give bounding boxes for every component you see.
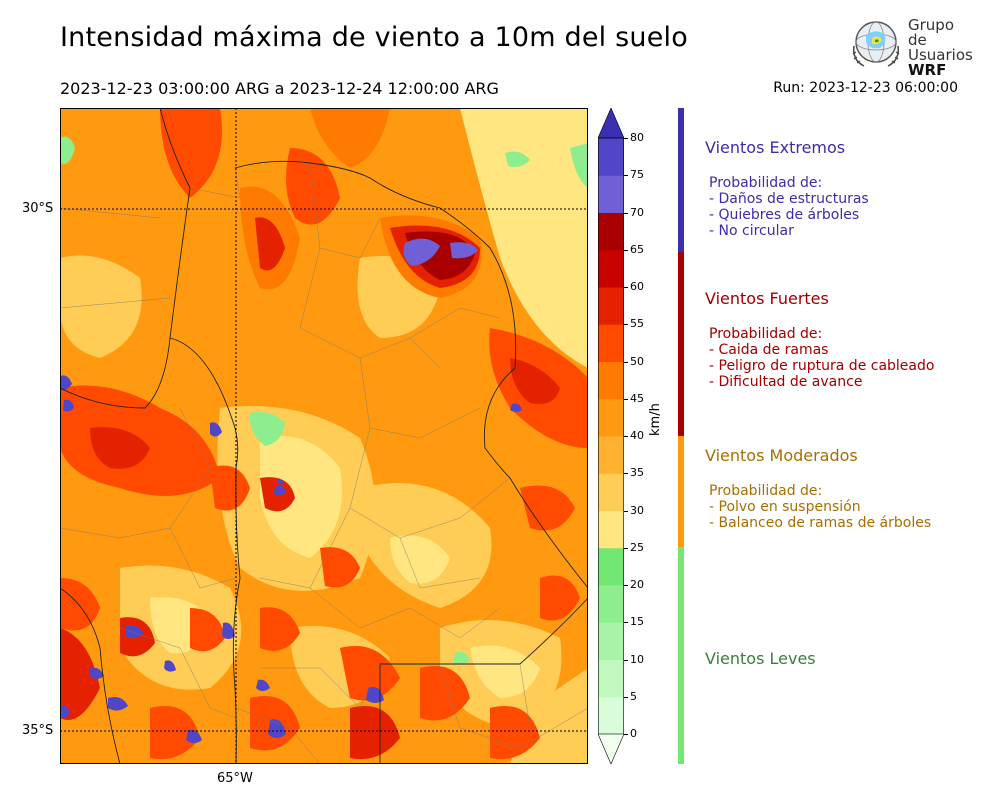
colorbar-bin <box>598 398 624 437</box>
colorbar-bin <box>598 585 624 623</box>
colorbar-tick-mark <box>624 249 628 251</box>
colorbar-tick-label: 80 <box>630 131 644 144</box>
colorbar-tick-label: 35 <box>630 466 644 480</box>
colorbar-tick-mark <box>624 287 628 288</box>
colorbar-tick-label: 55 <box>630 317 644 331</box>
graticule <box>60 108 588 764</box>
map-frame <box>60 108 588 764</box>
colorbar-unit: km/h <box>648 403 663 436</box>
colorbar-tick-label: 15 <box>630 615 644 629</box>
lat-label-30s: 30°S <box>22 201 54 216</box>
category-description: Probabilidad de: - Daños de estructuras … <box>709 175 869 239</box>
colorbar-tick-mark <box>624 138 628 139</box>
desc-line: - Quiebres de árboles <box>709 207 860 223</box>
colorbar-tick-mark <box>624 659 628 661</box>
category-description: Probabilidad de: - Caida de ramas - Peli… <box>709 326 934 390</box>
colorbar-extend-high <box>598 108 624 139</box>
colorbar-bin <box>598 473 624 511</box>
colorbar-tick-mark <box>624 622 628 624</box>
logo-line-1: Grupo de <box>908 16 954 49</box>
colorbar-tick-label: 20 <box>630 578 644 591</box>
logo-text: Grupo de Usuarios WRF <box>908 18 973 78</box>
desc-line: - Polvo en suspensión <box>709 499 861 515</box>
colorbar-bin <box>598 659 624 698</box>
wrf-logo: Grupo de Usuarios WRF <box>848 16 973 78</box>
colorbar-frame <box>598 137 624 735</box>
colorbar-bin <box>598 138 624 176</box>
logo-line-2: Usuarios <box>908 46 973 64</box>
colorbar-tick-mark <box>624 212 628 214</box>
desc-line: Probabilidad de: <box>709 483 823 499</box>
colorbar-tick-mark <box>624 585 628 586</box>
department-borders <box>60 162 588 764</box>
desc-line: Probabilidad de: <box>709 175 823 191</box>
colorbar-bin <box>598 547 624 586</box>
desc-line: - Dificultad de avance <box>709 374 863 390</box>
category-description: Probabilidad de: - Polvo en suspensión -… <box>709 483 931 531</box>
lon-label-65w: 65°W <box>217 771 253 786</box>
map-title: Intensidad máxima de viento a 10m del su… <box>60 22 688 53</box>
colorbar-tick-label: 0 <box>630 727 637 740</box>
category-fuertes: Vientos Fuertes Probabilidad de: - Caida… <box>705 289 934 390</box>
colorbar-tick-mark <box>624 175 628 177</box>
colorbar-bin <box>598 175 624 213</box>
colorbar-tick-mark <box>624 510 628 512</box>
desc-line: - No circular <box>709 223 794 239</box>
logo-line-3: WRF <box>908 61 947 79</box>
wind-colorbar <box>598 108 624 764</box>
lat-label-35s: 35°S <box>22 723 54 738</box>
category-title: Vientos Leves <box>705 649 816 668</box>
colorbar-bin <box>598 287 624 325</box>
colorbar-tick-mark <box>624 361 628 363</box>
globe-logo-icon <box>852 21 900 67</box>
colorbar-tick-label: 25 <box>630 540 644 554</box>
colorbar-tick-mark <box>624 473 628 475</box>
colorbar-bin <box>598 696 624 735</box>
band-fuertes <box>678 252 684 436</box>
colorbar-bin <box>598 249 624 288</box>
colorbar-tick-mark <box>624 696 628 698</box>
category-extremos: Vientos Extremos Probabilidad de: - Daño… <box>705 138 869 239</box>
band-moderados <box>678 436 684 547</box>
category-leves: Vientos Leves <box>705 649 816 668</box>
band-leves <box>678 547 684 764</box>
wind-map <box>60 108 588 764</box>
forecast-period: 2023-12-23 03:00:00 ARG a 2023-12-24 12:… <box>60 79 499 98</box>
colorbar-tick-label: 40 <box>630 429 644 442</box>
category-moderados: Vientos Moderados Probabilidad de: - Pol… <box>705 446 931 531</box>
colorbar-tick-mark <box>624 436 628 437</box>
colorbar-bin <box>598 212 624 251</box>
colorbar-bin <box>598 436 624 474</box>
wind-field <box>60 108 588 764</box>
colorbar-tick-mark <box>624 734 628 735</box>
category-title: Vientos Extremos <box>705 138 846 157</box>
colorbar-tick-label: 50 <box>630 354 644 368</box>
colorbar-tick-label: 30 <box>630 503 644 517</box>
colorbar-tick-label: 65 <box>630 242 644 256</box>
colorbar-bin <box>598 361 624 400</box>
colorbar-tick-mark <box>624 547 628 549</box>
colorbar-bin <box>598 510 624 549</box>
colorbar-tick-label: 60 <box>630 280 644 293</box>
run-timestamp: Run: 2023-12-23 06:00:00 <box>773 80 958 96</box>
colorbar-bin <box>598 622 624 660</box>
desc-line: - Balanceo de ramas de árboles <box>709 515 932 531</box>
desc-line: - Daños de estructuras <box>709 191 869 207</box>
colorbar-tick-mark <box>624 398 628 400</box>
category-title: Vientos Fuertes <box>705 289 829 308</box>
colorbar-tick-mark <box>624 324 628 326</box>
colorbar-tick-label: 10 <box>630 652 644 666</box>
desc-line: Probabilidad de: <box>709 326 823 342</box>
band-extremos <box>678 108 684 252</box>
colorbar-extend-low <box>598 733 624 764</box>
colorbar-tick-label: 5 <box>630 689 637 703</box>
colorbar-bin <box>598 324 624 362</box>
desc-line: - Caida de ramas <box>709 342 829 358</box>
category-title: Vientos Moderados <box>705 446 858 465</box>
colorbar-tick-label: 70 <box>630 205 644 219</box>
colorbar-tick-label: 45 <box>630 391 644 405</box>
colorbar-tick-label: 75 <box>630 168 644 182</box>
desc-line: - Peligro de ruptura de cableado <box>709 358 935 374</box>
